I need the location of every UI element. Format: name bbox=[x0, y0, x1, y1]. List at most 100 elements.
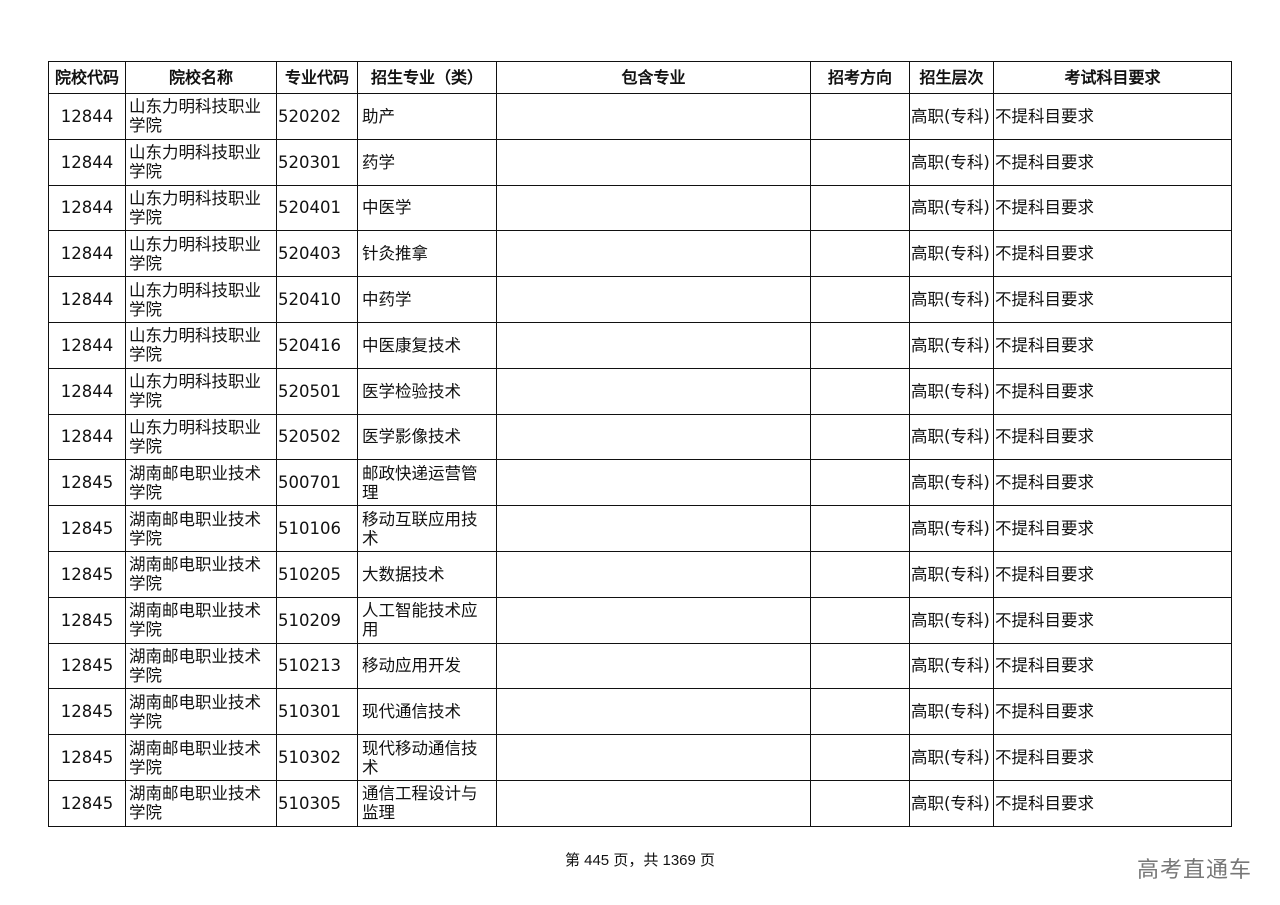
cell-major-code: 520301 bbox=[276, 138, 358, 186]
cell-major: 现代移动通信技术 bbox=[357, 734, 497, 781]
header-included-majors: 包含专业 bbox=[496, 61, 811, 94]
cell-direction bbox=[810, 93, 910, 140]
cell-school-name: 山东力明科技职业学院 bbox=[125, 321, 277, 369]
cell-level: 高职(专科) bbox=[909, 779, 994, 827]
header-level: 招生层次 bbox=[909, 61, 994, 94]
cell-major-code: 510305 bbox=[276, 779, 358, 827]
cell-school-code: 12845 bbox=[48, 596, 126, 644]
cell-subject-requirements: 不提科目要求 bbox=[993, 459, 1232, 507]
cell-direction bbox=[810, 230, 910, 278]
table-row: 12844 山东力明科技职业学院 520301 药学 高职(专科) 不提科目要求 bbox=[48, 138, 1232, 186]
cell-major: 针灸推拿 bbox=[357, 230, 497, 278]
cell-included-majors bbox=[496, 276, 811, 323]
cell-subject-requirements: 不提科目要求 bbox=[993, 779, 1232, 827]
cell-major: 中药学 bbox=[357, 276, 497, 323]
cell-school-name: 湖南邮电职业技术学院 bbox=[125, 688, 277, 736]
cell-subject-requirements: 不提科目要求 bbox=[993, 230, 1232, 278]
cell-major-code: 520501 bbox=[276, 367, 358, 415]
cell-included-majors bbox=[496, 321, 811, 369]
cell-included-majors bbox=[496, 230, 811, 278]
cell-included-majors bbox=[496, 734, 811, 781]
cell-major: 现代通信技术 bbox=[357, 688, 497, 736]
cell-major: 大数据技术 bbox=[357, 550, 497, 598]
cell-subject-requirements: 不提科目要求 bbox=[993, 138, 1232, 186]
header-subject-requirements: 考试科目要求 bbox=[993, 61, 1232, 94]
cell-major-code: 520401 bbox=[276, 184, 358, 232]
cell-level: 高职(专科) bbox=[909, 138, 994, 186]
cell-subject-requirements: 不提科目要求 bbox=[993, 734, 1232, 781]
cell-direction bbox=[810, 642, 910, 690]
cell-direction bbox=[810, 276, 910, 323]
cell-school-code: 12844 bbox=[48, 413, 126, 461]
cell-direction bbox=[810, 321, 910, 369]
cell-major-code: 500701 bbox=[276, 459, 358, 507]
cell-included-majors bbox=[496, 93, 811, 140]
cell-level: 高职(专科) bbox=[909, 688, 994, 736]
cell-major-code: 510213 bbox=[276, 642, 358, 690]
cell-major: 中医学 bbox=[357, 184, 497, 232]
cell-school-code: 12844 bbox=[48, 276, 126, 323]
cell-school-code: 12845 bbox=[48, 459, 126, 507]
cell-subject-requirements: 不提科目要求 bbox=[993, 596, 1232, 644]
table-row: 12845 湖南邮电职业技术学院 510205 大数据技术 高职(专科) 不提科目要求 bbox=[48, 550, 1232, 598]
cell-subject-requirements: 不提科目要求 bbox=[993, 367, 1232, 415]
cell-school-name: 湖南邮电职业技术学院 bbox=[125, 505, 277, 552]
cell-school-code: 12844 bbox=[48, 230, 126, 278]
cell-included-majors bbox=[496, 138, 811, 186]
cell-direction bbox=[810, 459, 910, 507]
watermark-logo: 高考直通车 bbox=[1136, 858, 1252, 883]
cell-school-name: 湖南邮电职业技术学院 bbox=[125, 642, 277, 690]
header-school-name: 院校名称 bbox=[125, 61, 277, 94]
cell-level: 高职(专科) bbox=[909, 459, 994, 507]
cell-direction bbox=[810, 413, 910, 461]
page-number: 第 445 页，共 1369 页 bbox=[564, 852, 716, 869]
cell-direction bbox=[810, 734, 910, 781]
cell-major-code: 510301 bbox=[276, 688, 358, 736]
cell-subject-requirements: 不提科目要求 bbox=[993, 413, 1232, 461]
cell-level: 高职(专科) bbox=[909, 230, 994, 278]
cell-school-code: 12845 bbox=[48, 734, 126, 781]
header-direction: 招考方向 bbox=[810, 61, 910, 94]
table-row: 12844 山东力明科技职业学院 520501 医学检验技术 高职(专科) 不提科目要求 bbox=[48, 367, 1232, 415]
cell-level: 高职(专科) bbox=[909, 642, 994, 690]
cell-level: 高职(专科) bbox=[909, 734, 994, 781]
table-row: 12845 湖南邮电职业技术学院 510301 现代通信技术 高职(专科) 不提科目要求 bbox=[48, 688, 1232, 736]
cell-major-code: 520202 bbox=[276, 93, 358, 140]
cell-level: 高职(专科) bbox=[909, 184, 994, 232]
cell-school-code: 12844 bbox=[48, 367, 126, 415]
cell-school-code: 12844 bbox=[48, 93, 126, 140]
cell-direction bbox=[810, 505, 910, 552]
cell-major-code: 510209 bbox=[276, 596, 358, 644]
cell-included-majors bbox=[496, 505, 811, 552]
cell-level: 高职(专科) bbox=[909, 93, 994, 140]
cell-school-name: 山东力明科技职业学院 bbox=[125, 230, 277, 278]
cell-major: 移动互联应用技术 bbox=[357, 505, 497, 552]
cell-level: 高职(专科) bbox=[909, 321, 994, 369]
cell-major: 医学影像技术 bbox=[357, 413, 497, 461]
cell-major: 人工智能技术应用 bbox=[357, 596, 497, 644]
table-row: 12844 山东力明科技职业学院 520410 中药学 高职(专科) 不提科目要求 bbox=[48, 276, 1232, 323]
cell-school-name: 湖南邮电职业技术学院 bbox=[125, 734, 277, 781]
cell-school-name: 山东力明科技职业学院 bbox=[125, 184, 277, 232]
cell-direction bbox=[810, 138, 910, 186]
table-header-row: 院校代码 院校名称 专业代码 招生专业（类） 包含专业 招考方向 招生层次 考试… bbox=[48, 61, 1232, 94]
cell-subject-requirements: 不提科目要求 bbox=[993, 642, 1232, 690]
cell-major: 医学检验技术 bbox=[357, 367, 497, 415]
cell-included-majors bbox=[496, 367, 811, 415]
cell-level: 高职(专科) bbox=[909, 596, 994, 644]
cell-subject-requirements: 不提科目要求 bbox=[993, 321, 1232, 369]
cell-subject-requirements: 不提科目要求 bbox=[993, 184, 1232, 232]
table-row: 12844 山东力明科技职业学院 520403 针灸推拿 高职(专科) 不提科目要求 bbox=[48, 230, 1232, 278]
cell-included-majors bbox=[496, 596, 811, 644]
cell-school-code: 12844 bbox=[48, 321, 126, 369]
cell-school-code: 12845 bbox=[48, 779, 126, 827]
table-row: 12844 山东力明科技职业学院 520416 中医康复技术 高职(专科) 不提科目要求 bbox=[48, 321, 1232, 369]
cell-level: 高职(专科) bbox=[909, 367, 994, 415]
table-row: 12845 湖南邮电职业技术学院 510209 人工智能技术应用 高职(专科) 不提科目要… bbox=[48, 596, 1232, 644]
cell-level: 高职(专科) bbox=[909, 550, 994, 598]
cell-school-code: 12844 bbox=[48, 138, 126, 186]
cell-major-code: 520502 bbox=[276, 413, 358, 461]
cell-school-name: 湖南邮电职业技术学院 bbox=[125, 550, 277, 598]
table-row: 12844 山东力明科技职业学院 520202 助产 高职(专科) 不提科目要求 bbox=[48, 93, 1232, 140]
cell-included-majors bbox=[496, 688, 811, 736]
